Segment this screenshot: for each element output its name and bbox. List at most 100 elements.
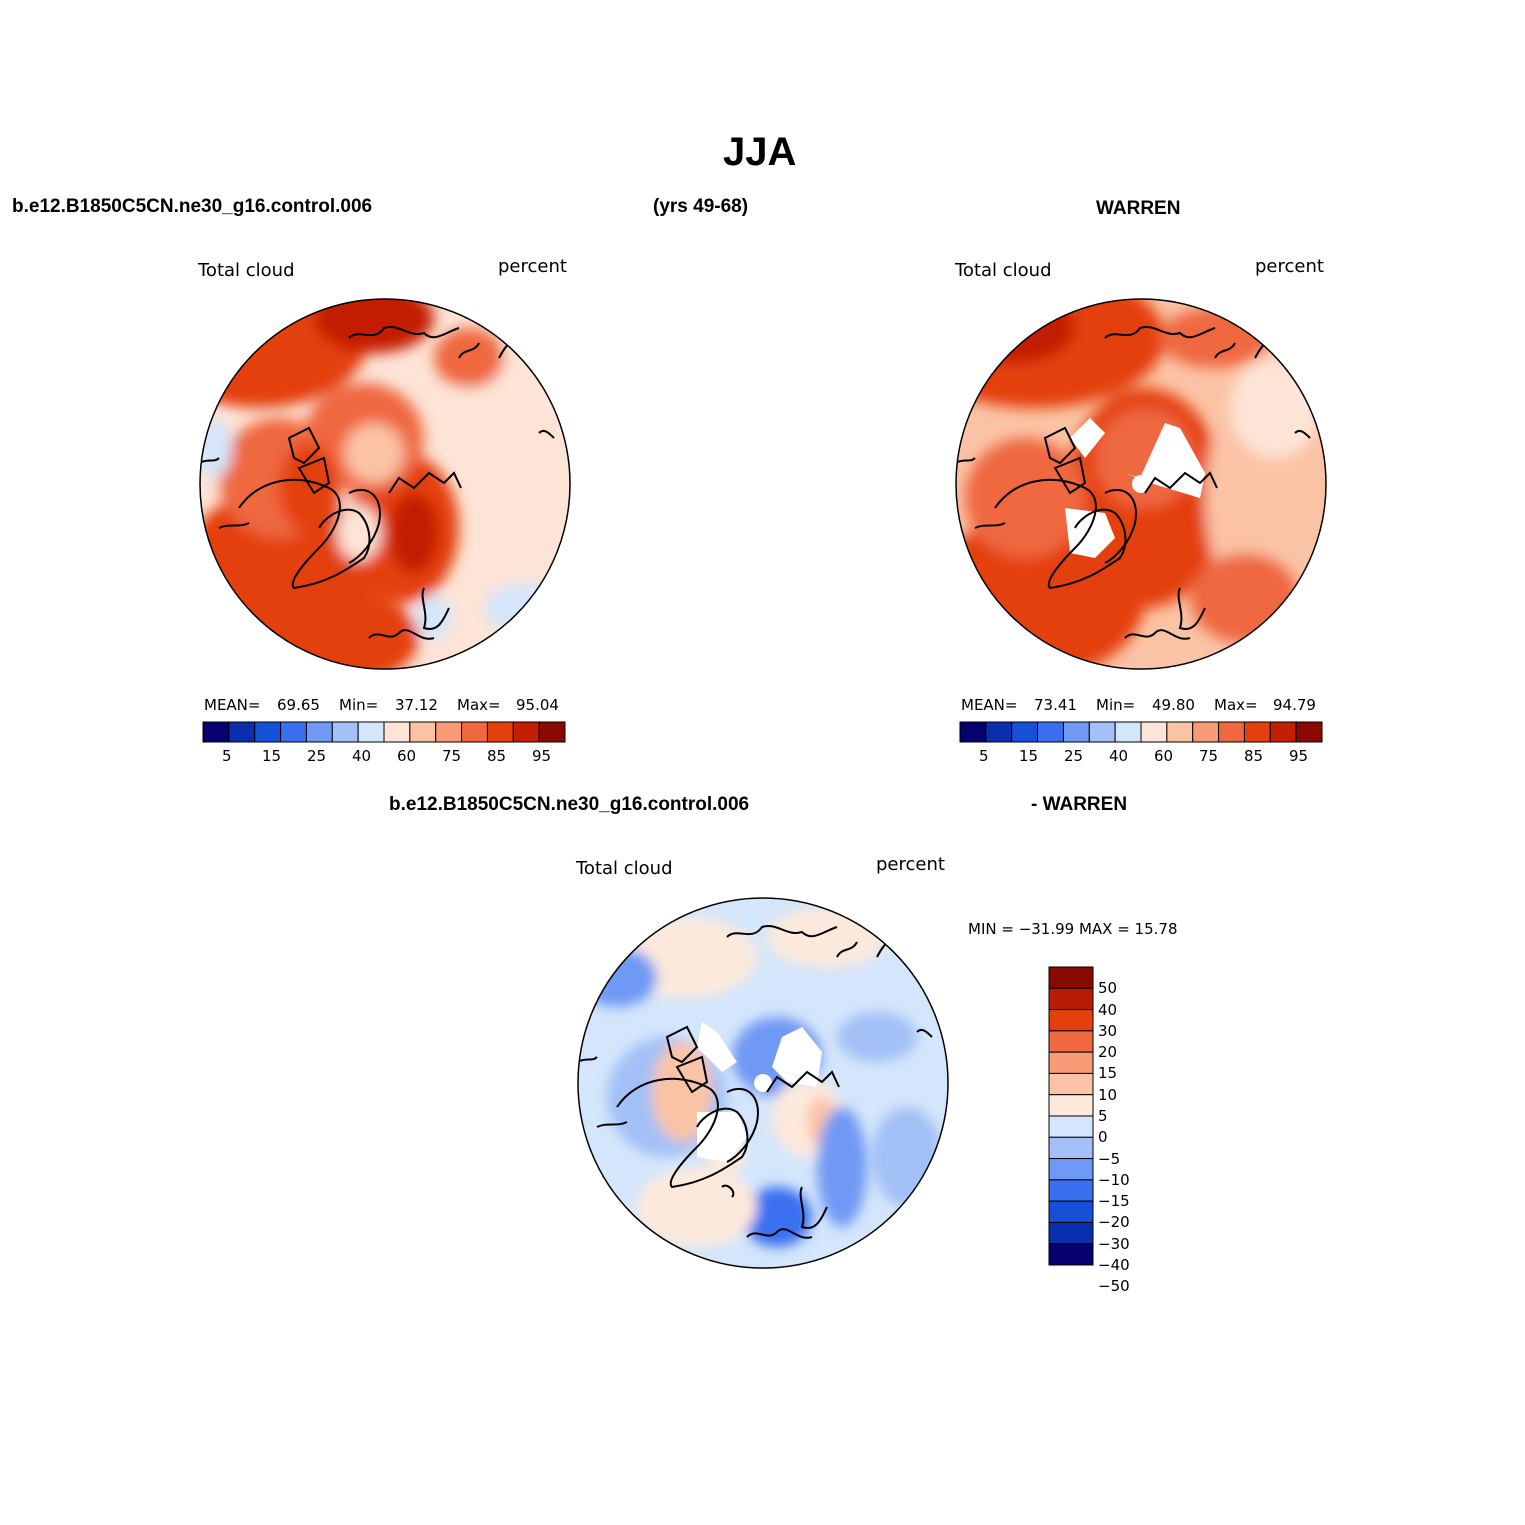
- panel2-colorbar-swatch: [1192, 721, 1220, 743]
- panel1-cb-tick: 40: [352, 747, 372, 765]
- panel3-cb-tick: 50: [1098, 979, 1118, 998]
- panel3-cb-tick: 0: [1098, 1128, 1108, 1147]
- panel2-colorbar-swatch: [1269, 721, 1297, 743]
- panel3-units-label: percent: [876, 854, 945, 875]
- panel3-variable-label: Total cloud: [576, 858, 673, 879]
- panel1-variable-label: Total cloud: [198, 260, 295, 281]
- panel1-cb-tick: 75: [442, 747, 462, 765]
- panel1-colorbar-swatch: [305, 721, 333, 743]
- panel1-colorbar-swatch: [357, 721, 385, 743]
- panel2-cb-tick: 85: [1244, 747, 1264, 765]
- panel2-cb-tick: 95: [1289, 747, 1309, 765]
- panel2-colorbar-swatch: [959, 721, 987, 743]
- panel3-cb-tick: −40: [1098, 1256, 1130, 1274]
- panel2-max-label: Max=: [1214, 696, 1258, 714]
- panel3-map: [577, 897, 949, 1269]
- panel2-variable-label: Total cloud: [955, 260, 1052, 281]
- diff-case-name: b.e12.B1850C5CN.ne30_g16.control.006: [389, 794, 750, 815]
- panel2-min-label: Min=: [1096, 696, 1136, 714]
- panel3-colorbar-swatch: [1048, 987, 1094, 1011]
- panel1-colorbar-swatch: [512, 721, 540, 743]
- panel1-colorbar-swatch: [409, 721, 437, 743]
- panel3-colorbar-swatch: [1048, 1009, 1094, 1032]
- panel1-cb-tick: 95: [532, 747, 552, 765]
- panel2-cb-tick: 40: [1109, 747, 1129, 765]
- panel2-map: [955, 298, 1327, 670]
- panel3-colorbar-swatch: [1048, 1072, 1094, 1096]
- panel2-cb-tick: 15: [1019, 747, 1039, 765]
- panel2-colorbar-swatch: [1218, 721, 1245, 743]
- panel1-cb-tick: 85: [487, 747, 507, 765]
- panel2-colorbar-swatch: [1295, 721, 1323, 743]
- panel1-colorbar-swatch: [228, 721, 256, 743]
- panel1-cb-tick: 15: [262, 747, 282, 765]
- panel3-cb-tick: −10: [1098, 1170, 1130, 1189]
- panel2-cb-tick: 5: [979, 747, 989, 765]
- panel1-colorbar-swatch: [254, 721, 282, 743]
- panel2-cb-tick: 75: [1199, 747, 1219, 765]
- panel2-colorbar-swatch: [985, 721, 1013, 743]
- panel3-colorbar: [1048, 966, 1094, 1266]
- panel2-colorbar-swatch: [1037, 721, 1064, 743]
- panel1-mean-value: 69.65: [277, 696, 320, 714]
- panel1-mean-label: MEAN=: [204, 696, 261, 714]
- panel3-cb-tick: 30: [1098, 1021, 1118, 1040]
- panel3-colorbar-swatch: [1048, 1243, 1094, 1266]
- panel3-cb-tick: 20: [1098, 1043, 1118, 1062]
- panel1-colorbar: [202, 721, 566, 743]
- panel2-mean-label: MEAN=: [961, 696, 1018, 714]
- panel1-units-label: percent: [498, 256, 567, 277]
- panel3-cb-tick: −15: [1098, 1192, 1130, 1211]
- figure-title: JJA: [723, 130, 797, 174]
- panel3-cb-tick: 40: [1098, 1000, 1118, 1019]
- panel3-colorbar-swatch: [1048, 1051, 1094, 1074]
- panel2-colorbar-swatch: [1243, 721, 1271, 743]
- panel1-cb-tick: 25: [307, 747, 327, 765]
- diff-obs-name: - WARREN: [1031, 794, 1128, 815]
- panel3-cb-tick: −30: [1098, 1234, 1130, 1253]
- panel3-colorbar-swatch: [1048, 1115, 1094, 1138]
- panel2-colorbar-swatch: [1088, 721, 1116, 743]
- panel1-colorbar-swatch: [331, 721, 359, 743]
- panel3-minmax-stats: MIN = −31.99 MAX = 15.78: [968, 920, 1178, 938]
- panel2-mean-value: 73.41: [1034, 696, 1077, 714]
- case-name: b.e12.B1850C5CN.ne30_g16.control.006: [12, 196, 373, 217]
- panel2-colorbar: [959, 721, 1323, 743]
- panel1-cb-tick: 60: [397, 747, 417, 765]
- panel3-cb-tick: 15: [1098, 1064, 1118, 1083]
- panel3-colorbar-swatch: [1048, 1200, 1094, 1223]
- panel2-cb-tick: 60: [1154, 747, 1174, 765]
- panel1-map: [199, 298, 571, 670]
- years-label: (yrs 49-68): [653, 196, 749, 217]
- panel2-colorbar-swatch: [1166, 721, 1194, 743]
- panel3-cb-tick: −50: [1098, 1277, 1130, 1296]
- panel3-colorbar-swatch: [1048, 1158, 1094, 1181]
- panel3-cb-tick: 5: [1098, 1107, 1108, 1125]
- panel1-cb-tick: 5: [222, 747, 232, 765]
- panel2-max-value: 94.79: [1273, 696, 1316, 714]
- panel2-colorbar-swatch: [1011, 721, 1039, 743]
- panel3-colorbar-swatch: [1048, 1030, 1094, 1053]
- panel1-max-label: Max=: [457, 696, 501, 714]
- panel1-colorbar-swatch: [383, 721, 411, 743]
- panel1-min-value: 37.12: [395, 696, 438, 714]
- panel2-min-value: 49.80: [1152, 696, 1195, 714]
- panel1-min-label: Min=: [339, 696, 379, 714]
- panel1-colorbar-swatch: [486, 721, 514, 743]
- panel1-max-value: 95.04: [516, 696, 559, 714]
- panel3-colorbar-swatch: [1048, 1179, 1094, 1202]
- panel3-colorbar-swatch: [1048, 966, 1094, 989]
- panel3-colorbar-swatch: [1048, 1094, 1094, 1117]
- panel2-units-label: percent: [1255, 256, 1324, 277]
- panel2-cb-tick: 25: [1064, 747, 1084, 765]
- obs-name: WARREN: [1096, 198, 1181, 219]
- panel3-cb-tick: −20: [1098, 1213, 1130, 1232]
- panel1-colorbar-swatch: [280, 721, 307, 743]
- panel3-colorbar-swatch: [1048, 1221, 1094, 1245]
- panel2-colorbar-swatch: [1140, 721, 1168, 743]
- panel1-colorbar-swatch: [202, 721, 230, 743]
- panel1-colorbar-swatch: [538, 721, 566, 743]
- panel1-colorbar-swatch: [461, 721, 488, 743]
- panel3-cb-tick: −5: [1098, 1149, 1121, 1168]
- panel3-cb-tick: 10: [1098, 1085, 1118, 1104]
